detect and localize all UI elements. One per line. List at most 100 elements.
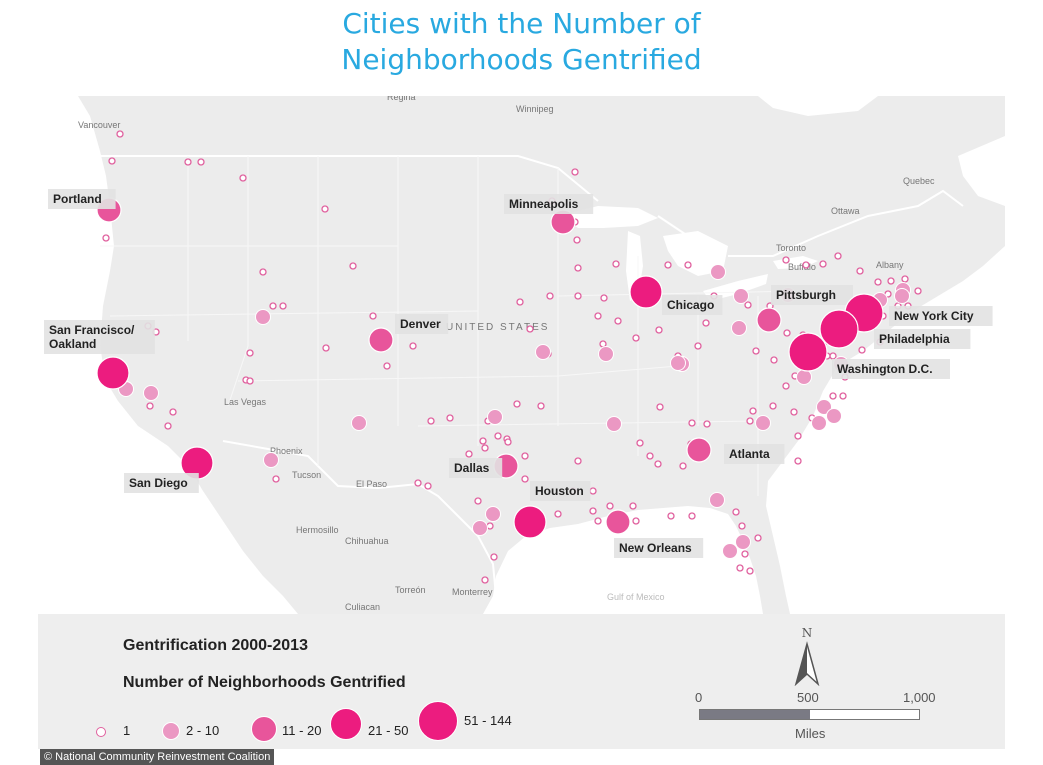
city-dot-1[interactable] [169,408,177,416]
city-dot-1[interactable] [679,462,687,470]
city-dot-1[interactable] [782,256,790,264]
city-dot-1[interactable] [754,534,762,542]
city-bubble-2-10[interactable] [485,506,501,522]
city-bubble[interactable] [788,332,828,372]
city-dot-1[interactable] [856,267,864,275]
city-dot-1[interactable] [589,487,597,495]
city-dot-1[interactable] [606,502,614,510]
city-dot-1[interactable] [513,400,521,408]
city-dot-1[interactable] [749,407,757,415]
city-dot-1[interactable] [914,287,922,295]
city-dot-1[interactable] [516,298,524,306]
city-bubble[interactable] [686,437,712,463]
city-dot-1[interactable] [427,417,435,425]
city-dot-1[interactable] [279,302,287,310]
city-dot-1[interactable] [839,392,847,400]
city-dot-1[interactable] [684,261,692,269]
city-dot-1[interactable] [688,419,696,427]
city-bubble-2-10[interactable] [894,288,910,304]
city-dot-1[interactable] [783,329,791,337]
city-dot-1[interactable] [858,346,866,354]
city-dot-1[interactable] [526,325,534,333]
city-dot-1[interactable] [636,439,644,447]
city-dot-1[interactable] [494,432,502,440]
city-bubble-2-10[interactable] [755,415,771,431]
city-dot-1[interactable] [688,512,696,520]
city-dot-1[interactable] [600,294,608,302]
city-dot-1[interactable] [184,158,192,166]
city-dot-1[interactable] [414,479,422,487]
city-dot-1[interactable] [108,157,116,165]
city-dot-1[interactable] [424,482,432,490]
city-dot-1[interactable] [574,292,582,300]
city-dot-1[interactable] [746,567,754,575]
city-bubble-2-10[interactable] [535,344,551,360]
city-dot-1[interactable] [612,260,620,268]
city-dot-1[interactable] [246,349,254,357]
city-bubble-2-10[interactable] [722,543,738,559]
city-dot-1[interactable] [349,262,357,270]
city-dot-1[interactable] [694,342,702,350]
city-dot-1[interactable] [655,326,663,334]
city-dot-1[interactable] [654,460,662,468]
city-dot-1[interactable] [629,502,637,510]
city-dot-1[interactable] [259,268,267,276]
city-dot-1[interactable] [321,205,329,213]
city-bubble-2-10[interactable] [472,520,488,536]
city-dot-1[interactable] [102,234,110,242]
city-dot-1[interactable] [632,517,640,525]
city-dot-1[interactable] [703,420,711,428]
city-bubble[interactable] [513,505,547,539]
city-bubble[interactable] [368,327,394,353]
city-dot-1[interactable] [446,414,454,422]
city-dot-1[interactable] [744,301,752,309]
city-dot-1[interactable] [741,550,749,558]
city-dot-1[interactable] [269,302,277,310]
city-bubble-2-10[interactable] [606,416,622,432]
city-dot-1[interactable] [146,402,154,410]
city-dot-1[interactable] [573,236,581,244]
city-dot-1[interactable] [409,342,417,350]
city-dot-1[interactable] [664,261,672,269]
city-dot-1[interactable] [246,377,254,385]
city-bubble-2-10[interactable] [598,346,614,362]
city-dot-1[interactable] [571,168,579,176]
city-bubble[interactable] [96,356,130,390]
city-bubble-2-10[interactable] [487,409,503,425]
city-dot-1[interactable] [736,564,744,572]
city-dot-1[interactable] [465,450,473,458]
city-dot-1[interactable] [738,522,746,530]
map-panel[interactable]: Regina Winnipeg Vancouver Quebec Ottawa Toron… [38,96,1005,614]
city-dot-1[interactable] [546,292,554,300]
city-bubble-2-10[interactable] [255,309,271,325]
city-dot-1[interactable] [369,312,377,320]
city-dot-1[interactable] [594,517,602,525]
city-dot-1[interactable] [794,432,802,440]
city-dot-1[interactable] [537,402,545,410]
city-bubble-2-10[interactable] [143,385,159,401]
city-dot-1[interactable] [239,174,247,182]
city-dot-1[interactable] [521,475,529,483]
city-dot-1[interactable] [481,444,489,452]
city-bubble-2-10[interactable] [710,264,726,280]
city-dot-1[interactable] [554,510,562,518]
city-dot-1[interactable] [504,438,512,446]
city-bubble-2-10[interactable] [811,415,827,431]
city-bubble-2-10[interactable] [816,399,832,415]
city-bubble[interactable] [605,509,631,535]
city-dot-1[interactable] [490,553,498,561]
city-dot-1[interactable] [829,352,837,360]
city-bubble-2-10[interactable] [351,415,367,431]
city-dot-1[interactable] [656,403,664,411]
city-dot-1[interactable] [614,317,622,325]
city-dot-1[interactable] [272,475,280,483]
city-dot-1[interactable] [746,417,754,425]
city-bubble-2-10[interactable] [735,534,751,550]
city-dot-1[interactable] [901,275,909,283]
city-dot-1[interactable] [874,278,882,286]
city-dot-1[interactable] [116,130,124,138]
city-dot-1[interactable] [790,408,798,416]
city-dot-1[interactable] [594,312,602,320]
city-bubble[interactable] [629,275,663,309]
city-dot-1[interactable] [646,452,654,460]
